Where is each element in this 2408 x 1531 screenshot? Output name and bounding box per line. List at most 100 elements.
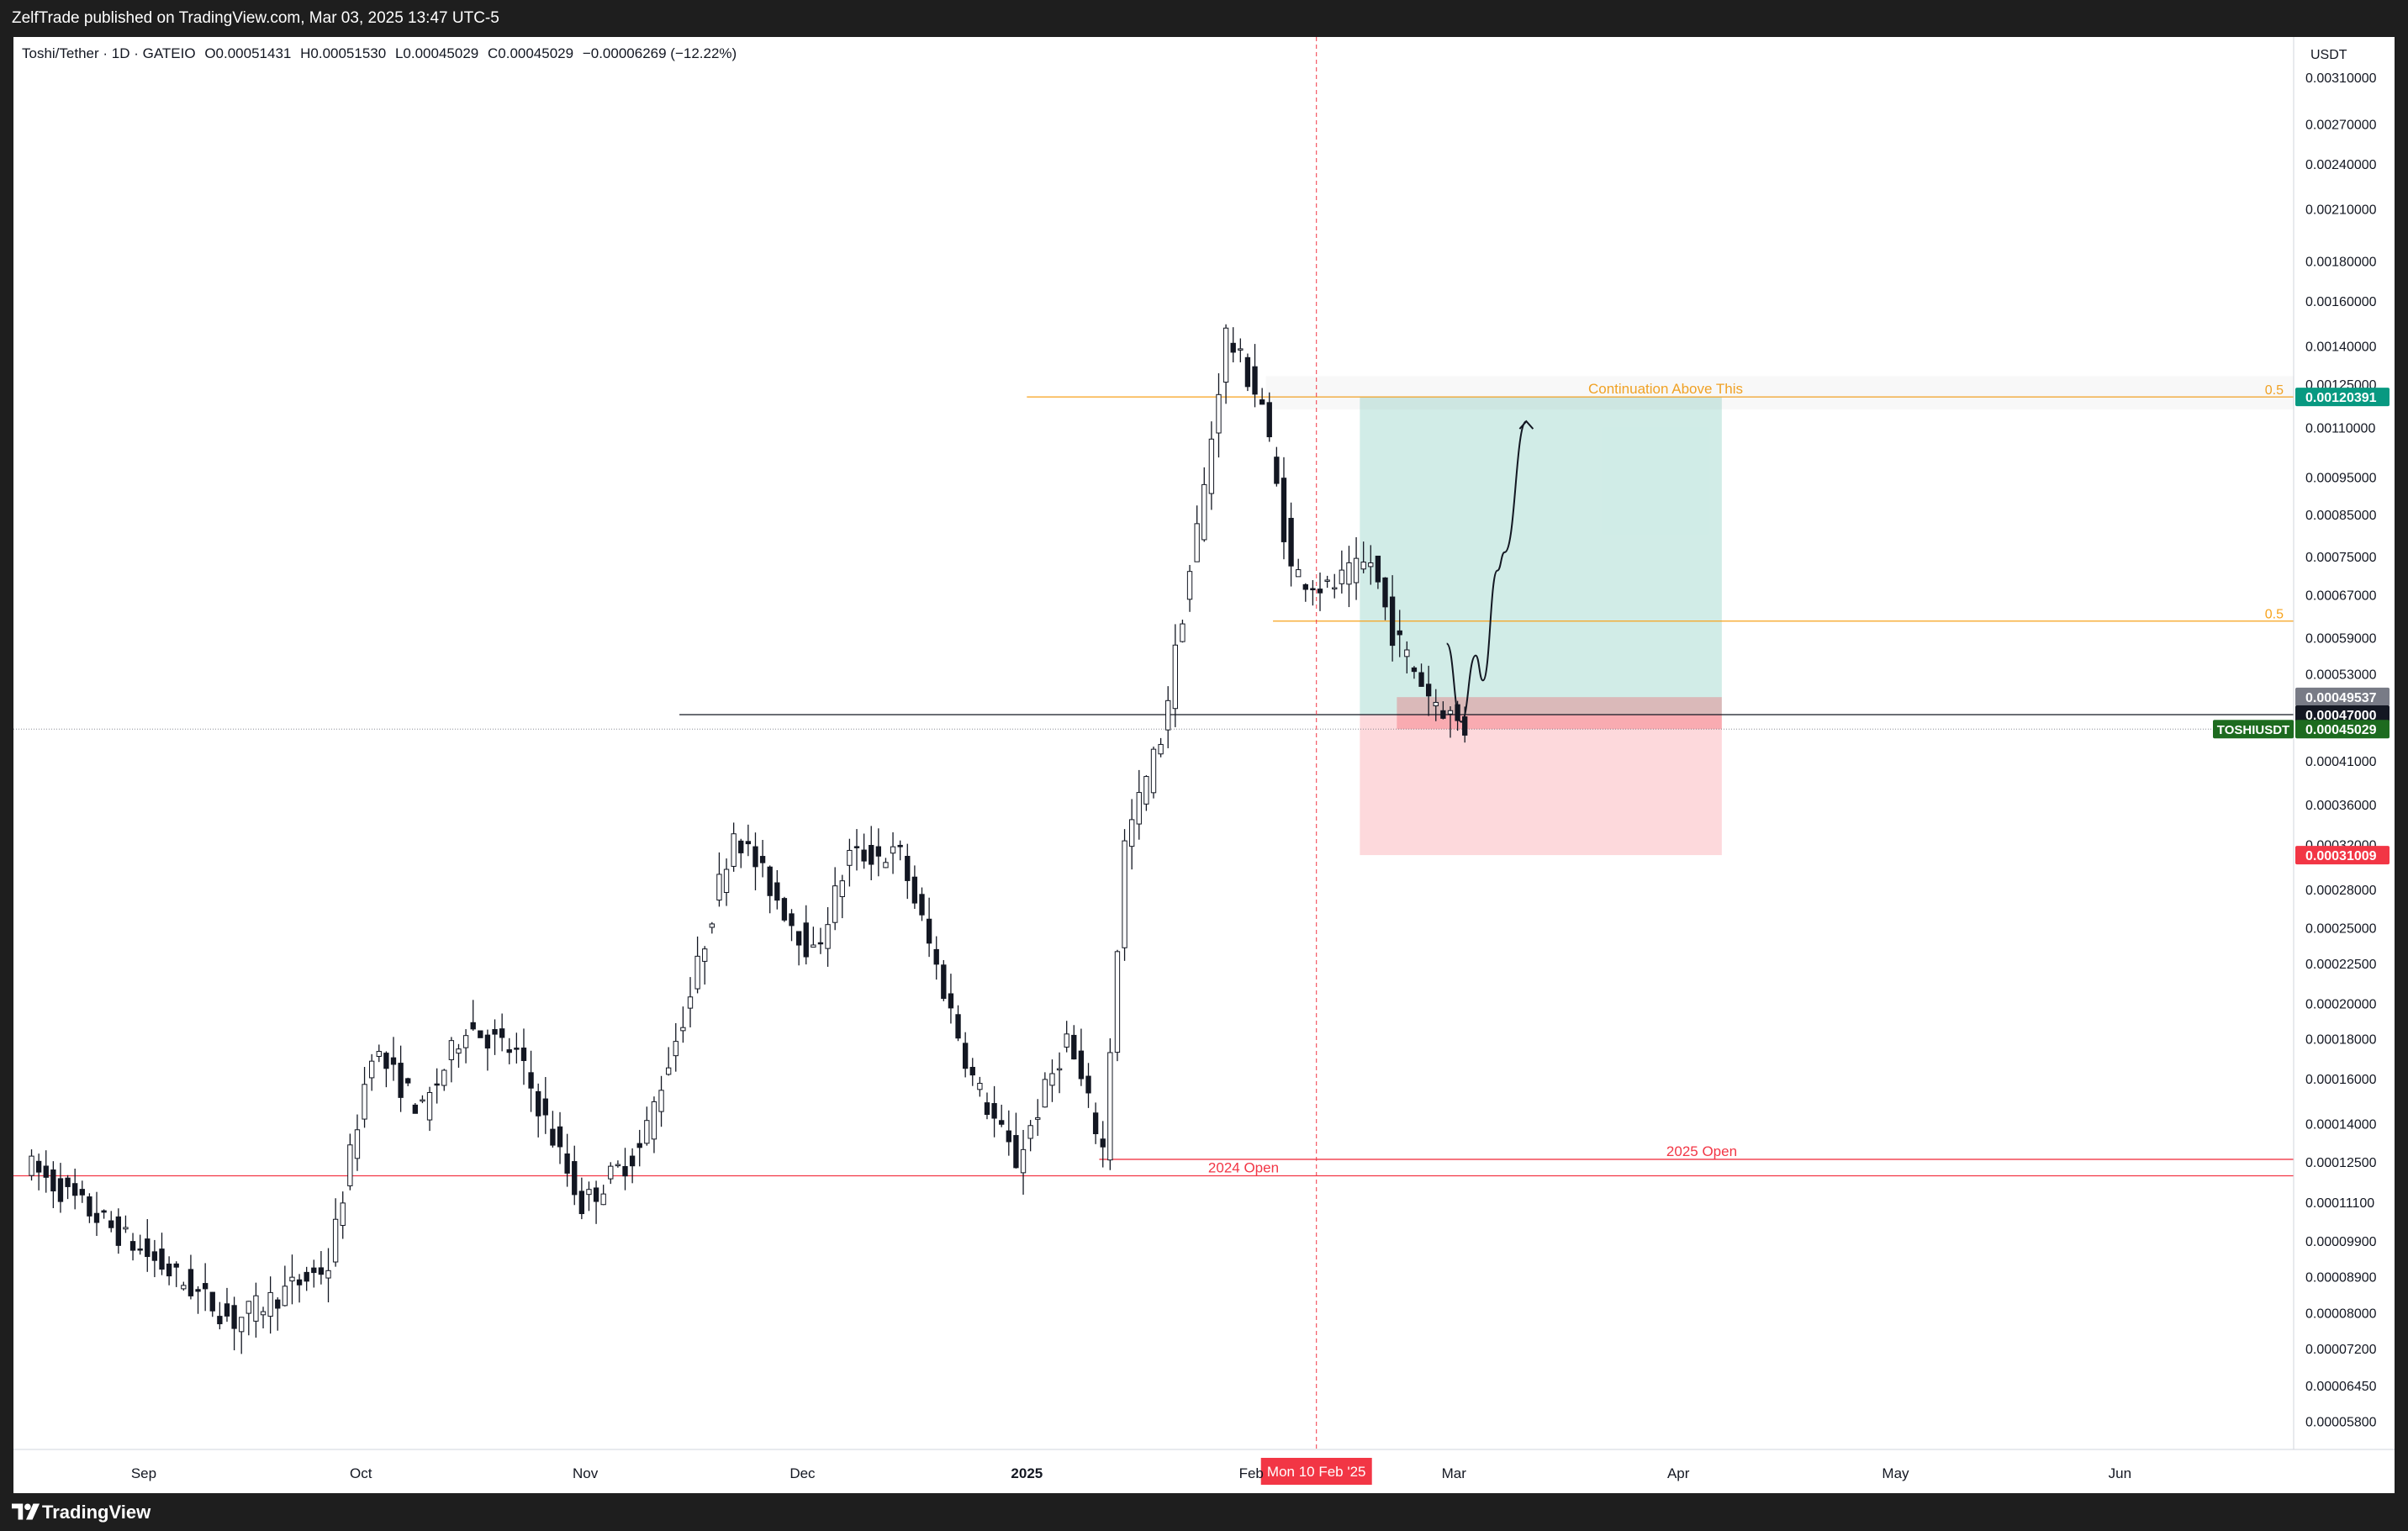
- candle[interactable]: [665, 1067, 672, 1075]
- candle[interactable]: [318, 1267, 325, 1275]
- candle[interactable]: [694, 955, 700, 990]
- position-tool[interactable]: [1360, 397, 1722, 856]
- price-chart[interactable]: 0.5 Continuation Above This 0.5 2025 Open 20…: [13, 37, 2395, 1493]
- candle[interactable]: [1404, 649, 1410, 657]
- candle[interactable]: [969, 1066, 975, 1076]
- candle[interactable]: [260, 1311, 267, 1316]
- candle[interactable]: [340, 1202, 346, 1227]
- candle[interactable]: [1194, 523, 1200, 562]
- tradingview-logo-icon[interactable]: [12, 1502, 40, 1522]
- candle[interactable]: [673, 1041, 679, 1057]
- candle[interactable]: [195, 1289, 201, 1292]
- candle[interactable]: [1375, 555, 1381, 583]
- candle[interactable]: [716, 874, 722, 901]
- candle[interactable]: [362, 1084, 367, 1120]
- candle[interactable]: [224, 1303, 230, 1317]
- candle[interactable]: [1100, 1138, 1106, 1148]
- candle[interactable]: [1078, 1050, 1085, 1080]
- candle[interactable]: [1186, 571, 1193, 600]
- candle[interactable]: [911, 876, 918, 904]
- candle[interactable]: [977, 1083, 983, 1090]
- projection-drawing[interactable]: [1445, 420, 1534, 723]
- candle[interactable]: [1042, 1079, 1048, 1108]
- candle[interactable]: [1288, 517, 1294, 567]
- candle[interactable]: [1092, 1112, 1099, 1135]
- candle[interactable]: [550, 1128, 556, 1146]
- candle[interactable]: [332, 1218, 339, 1263]
- candle[interactable]: [484, 1034, 491, 1049]
- candle[interactable]: [267, 1291, 273, 1317]
- candle[interactable]: [890, 846, 896, 854]
- candle[interactable]: [542, 1098, 548, 1116]
- candle[interactable]: [1136, 792, 1142, 825]
- candle[interactable]: [1143, 776, 1149, 805]
- candle[interactable]: [759, 856, 766, 863]
- candle[interactable]: [456, 1048, 462, 1054]
- candle[interactable]: [65, 1177, 71, 1187]
- candle[interactable]: [644, 1120, 650, 1144]
- candle[interactable]: [369, 1060, 375, 1079]
- candle[interactable]: [1056, 1068, 1063, 1071]
- candle[interactable]: [1208, 438, 1215, 494]
- candle[interactable]: [897, 844, 903, 847]
- candle[interactable]: [1006, 1130, 1011, 1143]
- candle[interactable]: [1353, 557, 1360, 583]
- candle[interactable]: [376, 1051, 382, 1057]
- candle[interactable]: [847, 849, 853, 866]
- candle[interactable]: [441, 1069, 447, 1086]
- position-target-zone[interactable]: [1360, 397, 1722, 715]
- candle[interactable]: [593, 1187, 599, 1202]
- candle[interactable]: [1259, 399, 1265, 405]
- candle[interactable]: [448, 1040, 455, 1060]
- candle[interactable]: [145, 1238, 150, 1258]
- candle[interactable]: [528, 1072, 534, 1089]
- candle[interactable]: [1064, 1033, 1069, 1048]
- candle[interactable]: [1222, 327, 1229, 383]
- candle[interactable]: [1122, 840, 1127, 948]
- candle[interactable]: [1238, 348, 1244, 351]
- candle[interactable]: [296, 1279, 303, 1286]
- candle[interactable]: [572, 1161, 578, 1196]
- candle[interactable]: [687, 996, 694, 1009]
- candle[interactable]: [325, 1270, 331, 1279]
- candle[interactable]: [1201, 483, 1207, 541]
- candle[interactable]: [43, 1165, 49, 1178]
- candle[interactable]: [586, 1189, 592, 1196]
- candle[interactable]: [492, 1029, 498, 1035]
- candle[interactable]: [702, 948, 708, 962]
- candle[interactable]: [289, 1276, 295, 1282]
- candle[interactable]: [1425, 684, 1432, 697]
- candle[interactable]: [839, 880, 845, 897]
- candle[interactable]: [825, 924, 831, 949]
- candle[interactable]: [426, 1091, 433, 1121]
- candle[interactable]: [629, 1155, 636, 1167]
- candle[interactable]: [1302, 583, 1308, 590]
- candle[interactable]: [803, 922, 809, 958]
- price-axis[interactable]: [2294, 37, 2395, 1493]
- candle[interactable]: [390, 1057, 397, 1065]
- candle[interactable]: [514, 1048, 520, 1050]
- candle[interactable]: [87, 1196, 92, 1217]
- candle[interactable]: [564, 1153, 570, 1174]
- candle[interactable]: [955, 1014, 961, 1039]
- candle[interactable]: [1244, 356, 1251, 388]
- candle[interactable]: [420, 1099, 425, 1102]
- candle[interactable]: [1317, 589, 1323, 594]
- candle[interactable]: [832, 885, 838, 923]
- candle[interactable]: [217, 1316, 223, 1325]
- candle[interactable]: [999, 1120, 1005, 1125]
- candle[interactable]: [875, 846, 882, 857]
- candle[interactable]: [57, 1178, 64, 1202]
- candle[interactable]: [883, 862, 889, 868]
- candle[interactable]: [434, 1083, 440, 1086]
- candle[interactable]: [651, 1101, 657, 1140]
- candle[interactable]: [658, 1090, 664, 1112]
- candle[interactable]: [781, 898, 788, 921]
- candle[interactable]: [209, 1291, 215, 1312]
- candle[interactable]: [1172, 644, 1178, 710]
- candle[interactable]: [253, 1295, 259, 1322]
- candle[interactable]: [1360, 562, 1366, 570]
- candle[interactable]: [1252, 366, 1258, 395]
- candle[interactable]: [347, 1144, 353, 1186]
- footer-brand[interactable]: TradingView: [42, 1502, 151, 1523]
